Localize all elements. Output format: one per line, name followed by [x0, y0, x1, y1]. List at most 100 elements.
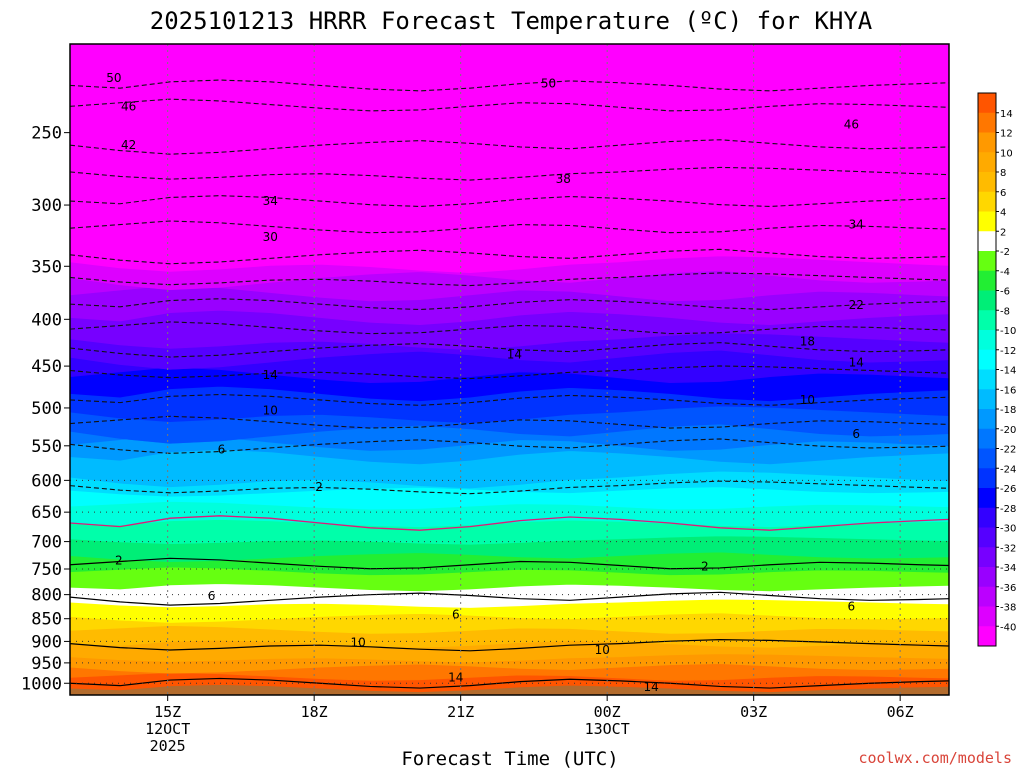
colorbar-swatch	[978, 527, 996, 548]
contour-line-negative	[70, 480, 949, 495]
colorbar-swatch	[978, 428, 996, 449]
contour-line-negative	[70, 365, 949, 380]
colorbar-label: -18	[1000, 405, 1016, 416]
colorbar: 14 12 10 8 6 4 2 -2 -4 -6 -8 -10 -12 -14 -16 -18 -20 -22 -…	[977, 92, 1016, 647]
colorbar-label: -38	[1000, 603, 1016, 614]
colorbar-swatch	[978, 349, 996, 370]
contour-label: 14	[263, 368, 278, 382]
colorbar-label: 4	[1000, 208, 1006, 219]
colorbar-label: -22	[1000, 445, 1016, 456]
colorbar-swatch	[978, 152, 996, 173]
contour-line-positive	[70, 591, 949, 606]
contour-line-negative	[70, 272, 949, 287]
colorbar-label: -20	[1000, 425, 1016, 436]
colorbar-label: -32	[1000, 543, 1016, 554]
contour-label: 50	[541, 77, 556, 91]
temperature-bands	[70, 44, 949, 695]
y-tick-label: 700	[31, 533, 62, 553]
y-tick-label: 350	[31, 257, 62, 277]
contour-line-zero	[70, 515, 949, 531]
contour-label: 14	[507, 347, 522, 361]
colorbar-label: -6	[1000, 287, 1010, 298]
colorbar-swatch	[978, 389, 996, 410]
contour-label: 10	[263, 403, 278, 417]
x-tick-label: 12OCT	[145, 720, 190, 738]
contour-line-negative	[70, 139, 949, 155]
colorbar-swatch	[978, 93, 996, 114]
colorbar-swatch	[978, 290, 996, 311]
colorbar-swatch	[978, 330, 996, 351]
colorbar-label: -28	[1000, 504, 1016, 515]
contour-label: 14	[448, 670, 463, 684]
contour-line-positive	[70, 557, 949, 570]
contour-label: 2	[701, 559, 709, 573]
colorbar-label: -14	[1000, 366, 1016, 377]
colorbar-swatch	[978, 448, 996, 469]
contour-label: 50	[106, 71, 121, 85]
contour-label: 2	[115, 553, 123, 567]
credit-text: coolwx.com/models	[858, 749, 1012, 767]
contour-line-negative	[70, 298, 949, 311]
colorbar-label: -4	[1000, 267, 1010, 278]
colorbar-swatch	[978, 251, 996, 272]
contour-line-negative	[70, 220, 949, 234]
contour-label: 10	[595, 643, 610, 657]
colorbar-swatch	[978, 488, 996, 509]
x-tick-label: 13OCT	[585, 720, 630, 738]
contour-line-negative	[70, 321, 949, 335]
contour-line-negative	[70, 342, 949, 358]
colorbar-swatch	[978, 191, 996, 212]
contour-label: 6	[218, 442, 226, 456]
y-tick-label: 800	[31, 586, 62, 606]
contour-label: 6	[452, 607, 460, 621]
y-tick-label: 400	[31, 310, 62, 330]
contour-line-positive	[70, 639, 949, 652]
contour-label: 14	[643, 680, 658, 694]
contour-label: 22	[849, 298, 864, 312]
colorbar-swatch	[978, 468, 996, 489]
y-tick-label: 750	[31, 560, 62, 580]
contour-label: 10	[800, 393, 815, 407]
contour-label: 6	[852, 427, 860, 441]
contour-label: 2	[315, 480, 323, 494]
contour-label: 30	[263, 230, 278, 244]
contour-line-negative	[70, 166, 949, 181]
colorbar-swatch	[978, 547, 996, 568]
y-tick-label: 850	[31, 610, 62, 630]
x-axis-label: Forecast Time (UTC)	[401, 748, 618, 768]
y-tick-label: 950	[31, 654, 62, 674]
y-tick-label: 250	[31, 124, 62, 144]
x-tick-label: 18Z	[301, 703, 328, 721]
contour-label: 46	[844, 118, 859, 132]
contour-line-negative	[70, 195, 949, 208]
contour-label: 6	[848, 599, 856, 613]
contour-label: 14	[849, 356, 864, 370]
colorbar-label: -8	[1000, 306, 1010, 317]
x-tick-label: 00Z	[594, 703, 621, 721]
contour-line-negative	[70, 248, 949, 265]
y-tick-label: 300	[31, 196, 62, 216]
colorbar-swatch	[978, 606, 996, 627]
colorbar-swatch	[978, 172, 996, 193]
contour-line-positive	[70, 677, 949, 689]
colorbar-label: -24	[1000, 464, 1016, 475]
x-tick-label: 03Z	[740, 703, 767, 721]
colorbar-label: 2	[1000, 227, 1006, 238]
y-tick-label: 1000	[21, 674, 62, 694]
x-tick-label: 2025	[150, 737, 186, 755]
y-tick-label: 550	[31, 437, 62, 457]
y-tick-label: 650	[31, 503, 62, 523]
colorbar-swatch	[978, 270, 996, 291]
y-tick-label: 600	[31, 471, 62, 491]
colorbar-swatch	[978, 211, 996, 232]
x-tick-label: 06Z	[887, 703, 914, 721]
colorbar-label: -12	[1000, 346, 1016, 357]
colorbar-label: 12	[1000, 129, 1013, 140]
y-tick-label: 900	[31, 632, 62, 652]
colorbar-swatch	[978, 586, 996, 607]
colorbar-label: 10	[1000, 148, 1013, 159]
colorbar-label: -36	[1000, 583, 1016, 594]
